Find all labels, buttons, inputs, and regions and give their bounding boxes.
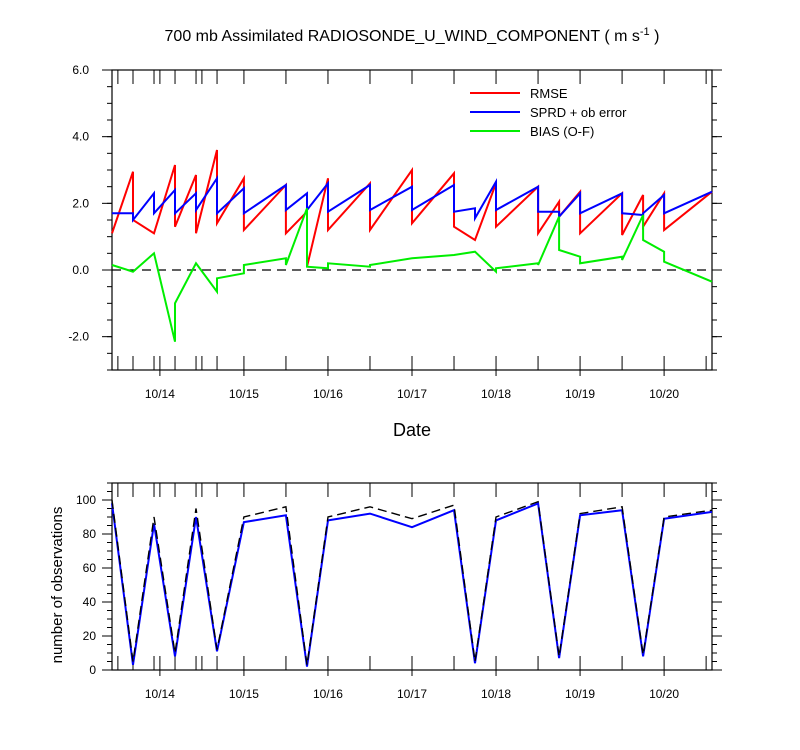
y-tick-label: -2.0 bbox=[68, 330, 89, 344]
chart-title-close: ) bbox=[650, 28, 660, 45]
y-tick-label: 6.0 bbox=[72, 63, 89, 77]
y-tick-label: 20 bbox=[83, 629, 97, 643]
x-tick-label: 10/18 bbox=[481, 387, 511, 401]
top-panel: 10/14 10/15 10/16 10/17 10/18 10/19 10/20 -2.0 0… bbox=[68, 63, 722, 401]
x-tick-label: 10/17 bbox=[397, 387, 427, 401]
x-tick-label: 10/19 bbox=[565, 387, 595, 401]
chart-title-text: 700 mb Assimilated RADIOSONDE_U_WIND_COM… bbox=[165, 28, 640, 45]
bottom-panel: 10/14 10/15 10/16 10/17 10/18 10/19 10/20 0 20 40… bbox=[76, 482, 722, 701]
legend-label: RMSE bbox=[530, 86, 568, 101]
x-tick-label: 10/17 bbox=[397, 687, 427, 701]
series-line-possible-observations bbox=[111, 499, 713, 665]
x-tick-label: 10/16 bbox=[313, 387, 343, 401]
y-tick-label: 0 bbox=[89, 663, 96, 677]
legend: RMSE SPRD + ob error BIAS (O-F) bbox=[470, 86, 627, 139]
y-tick-label: 60 bbox=[83, 561, 97, 575]
legend-label: SPRD + ob error bbox=[530, 105, 627, 120]
series-line-used-observations bbox=[111, 501, 713, 667]
y-tick-label: 4.0 bbox=[72, 130, 89, 144]
series-line-sprd-ob-error bbox=[112, 174, 713, 223]
y-tick-label: 40 bbox=[83, 595, 97, 609]
chart-title-unit-superscript: -1 bbox=[640, 26, 650, 38]
x-tick-label: 10/14 bbox=[145, 687, 175, 701]
series-line-bias-o-f bbox=[111, 207, 713, 342]
x-tick-label: 10/15 bbox=[229, 687, 259, 701]
top-x-axis-title: Date bbox=[393, 420, 431, 440]
chart-title: 700 mb Assimilated RADIOSONDE_U_WIND_COM… bbox=[165, 26, 660, 45]
x-tick-label: 10/16 bbox=[313, 687, 343, 701]
y-tick-label: 0.0 bbox=[72, 263, 89, 277]
bottom-y-axis-title: number of observations bbox=[49, 507, 66, 664]
x-tick-label: 10/20 bbox=[649, 687, 679, 701]
y-tick-label: 100 bbox=[76, 493, 96, 507]
x-tick-label: 10/14 bbox=[145, 387, 175, 401]
y-tick-label: 2.0 bbox=[72, 196, 89, 210]
x-tick-label: 10/20 bbox=[649, 387, 679, 401]
x-tick-label: 10/18 bbox=[481, 687, 511, 701]
x-tick-label: 10/19 bbox=[565, 687, 595, 701]
legend-label: BIAS (O-F) bbox=[530, 124, 594, 139]
y-tick-label: 80 bbox=[83, 527, 97, 541]
x-tick-label: 10/15 bbox=[229, 387, 259, 401]
